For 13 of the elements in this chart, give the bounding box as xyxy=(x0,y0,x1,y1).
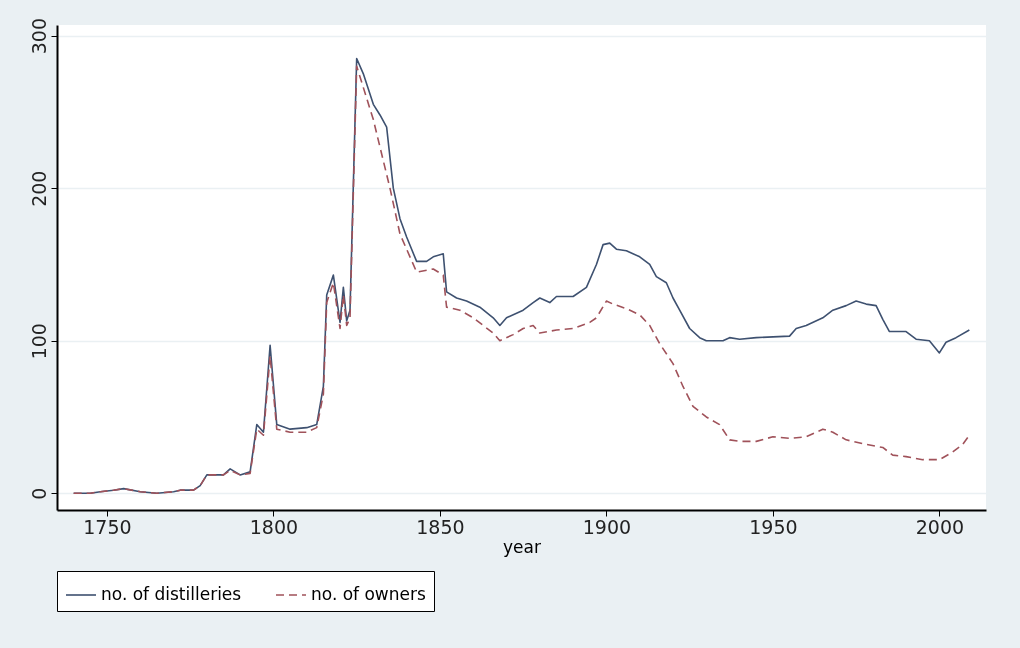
y-tick-label: 200 xyxy=(27,170,50,207)
x-tick-label: 1950 xyxy=(749,515,798,538)
x-tick-label: 2000 xyxy=(915,515,965,538)
x-tick-label: 1850 xyxy=(416,515,465,538)
x-tick-label: 1900 xyxy=(582,515,632,538)
x-tick-label: 1800 xyxy=(249,515,299,538)
y-tick-label: 100 xyxy=(27,323,50,360)
x-axis-title: year xyxy=(503,536,541,557)
y-tick-label: 0 xyxy=(27,487,50,500)
legend-label: no. of distilleries xyxy=(101,584,242,604)
x-tick-label: 1750 xyxy=(83,515,132,538)
y-tick-label: 300 xyxy=(27,18,50,55)
legend-label: no. of owners xyxy=(311,584,426,604)
